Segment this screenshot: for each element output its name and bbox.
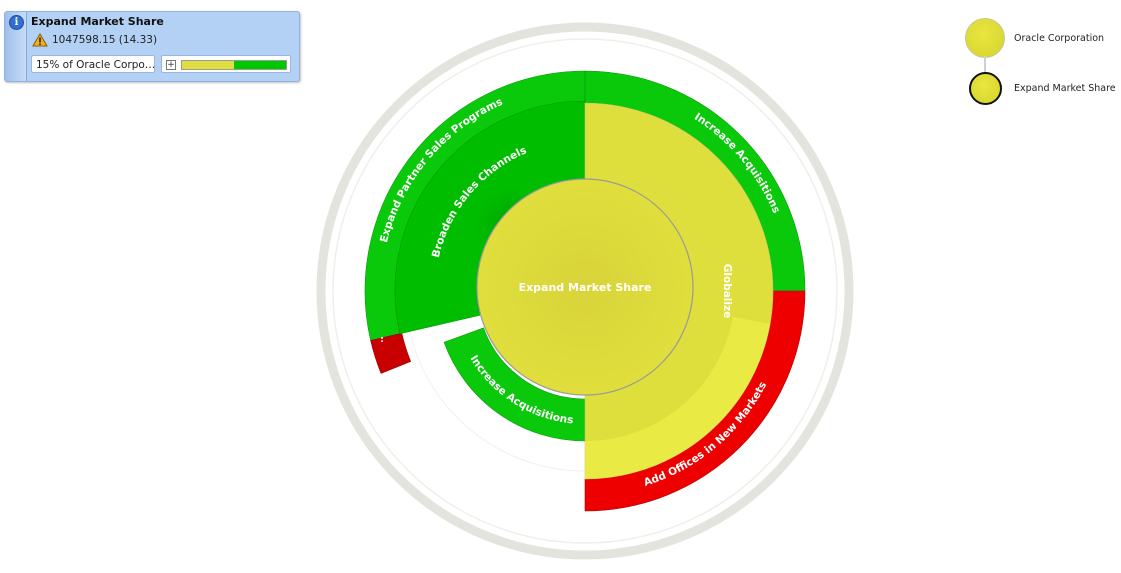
label-small-red: : xyxy=(380,335,384,345)
legend-connector xyxy=(984,56,986,73)
legend-node-root[interactable] xyxy=(965,18,1005,58)
info-card-title: Expand Market Share xyxy=(31,15,164,28)
expand-icon[interactable]: + xyxy=(166,60,176,70)
warning-icon xyxy=(32,33,48,47)
info-card-value: 1047598.15 (14.33) xyxy=(52,34,158,46)
label-globalize: Globalize xyxy=(721,264,733,318)
legend-label-root: Oracle Corporation xyxy=(1014,33,1105,44)
legend-label-focus: Expand Market Share xyxy=(1014,83,1116,94)
progress-bar xyxy=(181,60,287,70)
outer-ring-inner xyxy=(332,38,838,544)
progress-box: + xyxy=(161,55,291,73)
center-label: Expand Market Share xyxy=(519,281,652,294)
info-card-subtitle[interactable]: 15% of Oracle Corpo… xyxy=(31,55,155,73)
info-card: i Expand Market Share 1047598.15 (14.33)… xyxy=(4,11,300,82)
info-icon: i xyxy=(9,15,24,30)
segment-globalize-highlight xyxy=(585,317,771,480)
progress-fill-yellow xyxy=(182,61,234,69)
segment-increase-acquisitions-inner[interactable] xyxy=(443,327,586,442)
legend-node-focus[interactable] xyxy=(969,72,1002,105)
center-node[interactable] xyxy=(476,178,694,396)
info-card-strip xyxy=(5,12,27,81)
progress-fill-green xyxy=(234,61,286,69)
